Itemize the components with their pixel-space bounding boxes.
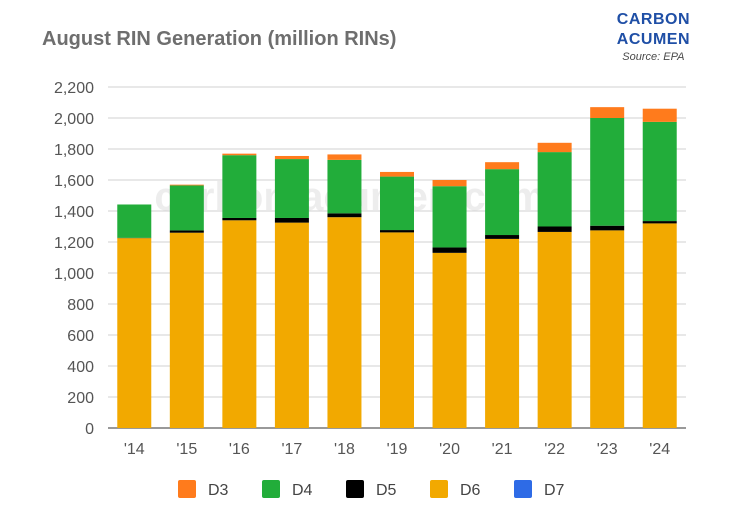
bar-segment-d4: [222, 155, 257, 218]
bar-segment-d6: [642, 223, 677, 428]
legend-swatch-d6: [430, 480, 448, 498]
x-tick-label: '23: [597, 441, 618, 458]
x-tick-label: '22: [544, 441, 565, 458]
bar-segment-d5: [169, 230, 204, 233]
bar-segment-d6: [485, 238, 520, 428]
bar-segment-d4: [169, 185, 204, 231]
bar-segment-d3: [222, 153, 257, 156]
bar-segment-d3: [380, 171, 414, 177]
bar-segment-d5: [327, 213, 362, 218]
bar-segment-d4: [117, 204, 152, 238]
x-tick-label: '16: [229, 441, 250, 458]
bar-segment-d5: [537, 226, 572, 232]
x-tick-label: '14: [124, 441, 145, 458]
x-tick-label: '20: [439, 441, 460, 458]
legend-label-d7: D7: [544, 482, 565, 499]
bar-segment-d4: [327, 159, 362, 214]
y-tick-label: 400: [67, 359, 94, 376]
y-axis: 0 200 400 600 800 1,000 1,200 1,400 1,600 1,800 2,…: [54, 80, 94, 438]
y-tick-label: 2,200: [54, 80, 94, 97]
bar-segment-d5: [274, 217, 309, 223]
bar-segment-d3: [274, 155, 309, 160]
bar-segment-d4: [380, 176, 414, 231]
y-tick-label: 1,600: [54, 173, 94, 190]
y-tick-label: 800: [67, 297, 94, 314]
x-tick-label: '15: [176, 441, 197, 458]
bar-segment-d6: [380, 232, 414, 428]
bar-segment-d4: [537, 152, 572, 227]
x-tick-label: '24: [649, 441, 670, 458]
x-tick-label: '18: [334, 441, 355, 458]
bar-segment-d6: [222, 220, 257, 428]
legend-swatch-d4: [262, 480, 280, 498]
bar-segment-d3: [537, 142, 572, 153]
brand-logo: CARBON ACUMEN Source: EPA: [617, 10, 690, 64]
bar-segment-d6: [327, 217, 362, 428]
y-tick-label: 600: [67, 328, 94, 345]
y-tick-label: 200: [67, 390, 94, 407]
bar-segment-d5: [432, 247, 467, 253]
legend-label-d5: D5: [376, 482, 397, 499]
y-tick-label: 1,400: [54, 204, 94, 221]
legend-label-d4: D4: [292, 482, 313, 499]
bar-segment-d4: [432, 186, 467, 248]
bar-segment-d4: [274, 159, 309, 218]
bar-segment-d3: [169, 184, 204, 186]
bar-segment-d6: [590, 230, 625, 428]
y-tick-label: 1,000: [54, 266, 94, 283]
legend-swatch-d3: [178, 480, 196, 498]
y-tick-label: 2,000: [54, 111, 94, 128]
bars: [117, 107, 677, 428]
bar-segment-d3: [432, 180, 467, 187]
y-tick-label: 1,200: [54, 235, 94, 252]
legend-swatch-d7: [514, 480, 532, 498]
brand-line-1: CARBON: [616, 11, 690, 28]
bar-segment-d5: [642, 221, 677, 224]
bar-segment-d4: [590, 118, 625, 226]
bar-segment-d5: [485, 235, 520, 239]
y-tick-label: 0: [85, 421, 94, 438]
bar-segment-d6: [432, 252, 467, 428]
bar-segment-d4: [642, 121, 677, 222]
y-tick-label: 1,800: [54, 142, 94, 159]
bar-segment-d3: [642, 108, 677, 122]
legend-label-d6: D6: [460, 482, 481, 499]
x-tick-label: '19: [387, 441, 408, 458]
bar-segment-d6: [117, 238, 152, 428]
bar-segment-d5: [590, 225, 625, 231]
legend: D3 D4 D5 D6 D7: [178, 480, 565, 499]
legend-label-d3: D3: [208, 482, 229, 499]
brand-line-2: ACUMEN: [616, 31, 690, 48]
x-axis: '14 '15 '16 '17 '18 '19 '20 '21 '22 '23 '24: [124, 441, 670, 458]
x-tick-label: '21: [492, 441, 513, 458]
bar-segment-d3: [327, 154, 362, 160]
chart-title: August RIN Generation (million RINs): [42, 28, 397, 50]
bar-segment-d5: [380, 230, 414, 233]
legend-swatch-d5: [346, 480, 364, 498]
bar-segment-d6: [274, 222, 309, 428]
bar-segment-d4: [485, 169, 520, 236]
bar-segment-d6: [537, 231, 572, 428]
bar-segment-d3: [485, 162, 520, 170]
source-note: Source: EPA: [622, 51, 685, 63]
bar-segment-d6: [169, 232, 204, 428]
bar-segment-d5: [222, 217, 257, 221]
x-tick-label: '17: [281, 441, 302, 458]
bar-segment-d3: [590, 107, 625, 118]
